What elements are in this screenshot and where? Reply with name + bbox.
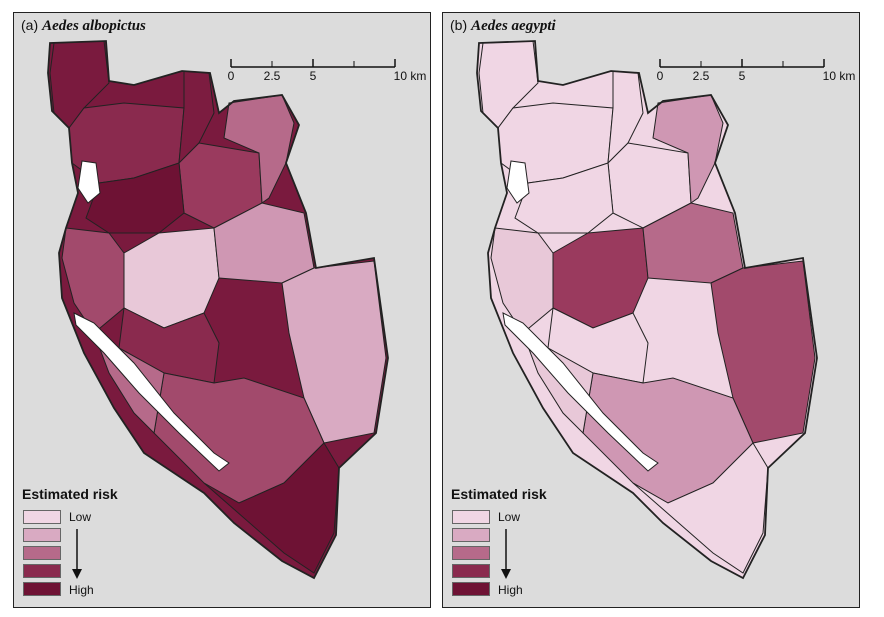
arrow-down-icon xyxy=(501,529,511,579)
district-region xyxy=(514,162,614,234)
panel-title-b: (b) Aedes aegypti xyxy=(450,17,556,35)
map-panel-a: (a) Aedes albopictus 0 2.5 5 10 km Estima… xyxy=(13,12,431,608)
scale-tick-label: 10 km xyxy=(393,69,427,83)
legend-swatch xyxy=(452,564,490,578)
district-region xyxy=(490,227,554,334)
city-boundary xyxy=(47,40,389,580)
legend-high-label: High xyxy=(69,583,94,597)
legend-b: Estimated risk Low High xyxy=(451,486,591,601)
city-boundary xyxy=(476,40,818,580)
scale-tick-label: 2.5 xyxy=(263,69,281,83)
legend-title: Estimated risk xyxy=(22,486,118,502)
legend-swatch xyxy=(452,510,490,524)
legend-title: Estimated risk xyxy=(451,486,547,502)
district-region xyxy=(85,162,185,234)
district-map-b xyxy=(443,13,859,607)
legend-swatch xyxy=(23,582,61,596)
scale-tick-label: 0 xyxy=(656,69,664,83)
panel-species-a: Aedes albopictus xyxy=(42,18,146,34)
port-area xyxy=(73,312,230,472)
scale-tick-label: 2.5 xyxy=(692,69,710,83)
legend-low-label: Low xyxy=(498,510,521,524)
panel-label-b: (b) xyxy=(450,17,468,33)
arrow-down-icon xyxy=(72,529,82,579)
legend-swatch xyxy=(23,528,61,542)
legend-high-label: High xyxy=(498,583,523,597)
legend-swatch xyxy=(23,564,61,578)
legend-swatch xyxy=(23,510,61,524)
scale-bar-a: 0 2.5 5 10 km xyxy=(224,55,427,95)
district-region xyxy=(61,227,125,334)
district-map-a xyxy=(14,13,430,607)
legend-swatch xyxy=(452,582,490,596)
legend-swatch xyxy=(452,546,490,560)
scale-tick-label: 5 xyxy=(738,69,746,83)
panel-title-a: (a) Aedes albopictus xyxy=(21,17,146,35)
port-area xyxy=(77,160,101,204)
legend-swatch xyxy=(23,546,61,560)
scale-bar-b: 0 2.5 5 10 km xyxy=(653,55,856,95)
district-region xyxy=(223,94,295,204)
scale-tick-label: 5 xyxy=(309,69,317,83)
panel-label-a: (a) xyxy=(21,17,39,33)
legend-low-label: Low xyxy=(69,510,92,524)
port-area xyxy=(506,160,530,204)
scale-tick-label: 0 xyxy=(227,69,235,83)
scale-tick-label: 10 km xyxy=(822,69,856,83)
panel-species-b: Aedes aegypti xyxy=(471,18,556,34)
map-panel-b: (b) Aedes aegypti 0 2.5 5 10 km Estimated… xyxy=(442,12,860,608)
legend-swatch xyxy=(452,528,490,542)
district-region xyxy=(652,94,724,204)
port-area xyxy=(502,312,659,472)
legend-a: Estimated risk Low High xyxy=(22,486,162,601)
